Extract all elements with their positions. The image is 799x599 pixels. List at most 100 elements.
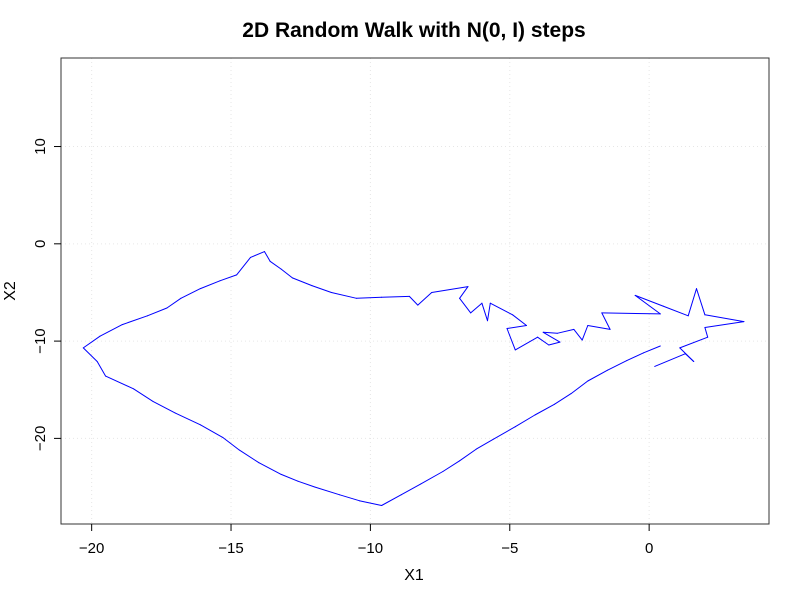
walk-step-segment (105, 375, 134, 390)
walk-step-segment (492, 426, 516, 440)
walk-path-group (82, 251, 745, 506)
walk-step-segment (236, 256, 251, 276)
walk-step-segment (96, 361, 107, 377)
y-axis-label: X2 (2, 281, 19, 301)
walk-step-segment (339, 494, 360, 502)
walk-step-segment (269, 260, 282, 270)
walk-step-segment (696, 288, 706, 316)
walk-step-segment (489, 302, 514, 316)
walk-step-segment (553, 393, 572, 405)
walk-step-segment (174, 412, 201, 426)
walk-step-segment (258, 462, 282, 475)
walk-step-segment (431, 286, 469, 293)
walk-step-segment (470, 302, 483, 314)
walk-step-segment (679, 347, 695, 362)
walk-step-segment (548, 341, 561, 346)
walk-step-segment (408, 295, 419, 306)
walk-step-segment (542, 331, 558, 334)
walk-step-segment (542, 331, 561, 343)
x-axis-ticks: −20 −15 −10 −5 0 (79, 524, 653, 557)
walk-step-segment (400, 483, 422, 496)
walk-step-segment (704, 314, 745, 323)
walk-step-segment (534, 403, 555, 416)
walk-step-segment (514, 336, 539, 351)
walk-step-segment (506, 325, 527, 329)
walk-step-segment (82, 335, 101, 349)
walk-step-segment (643, 345, 661, 354)
y-tick-label: 0 (32, 240, 49, 248)
walk-step-segment (330, 292, 357, 299)
walk-step-segment (199, 280, 221, 290)
walk-step-segment (311, 285, 332, 293)
walk-step-segment (417, 292, 433, 306)
walk-step-segment (570, 380, 589, 395)
walk-step-segment (280, 268, 293, 279)
walk-step-segment (121, 315, 148, 326)
walk-step-segment (601, 312, 661, 315)
walk-step-segment (420, 471, 444, 485)
walk-step-segment (264, 251, 271, 262)
walk-step-segment (581, 325, 589, 341)
walk-step-segment (573, 328, 583, 341)
walk-step-segment (146, 307, 168, 317)
walk-step-segment (634, 294, 664, 307)
walk-step-segment (250, 251, 265, 258)
walk-step-segment (626, 352, 645, 362)
walk-step-segment (634, 294, 661, 315)
x-tick-label: −10 (358, 540, 383, 557)
walk-step-segment (82, 347, 98, 362)
grid-lines (61, 58, 769, 524)
walk-step-segment (314, 486, 341, 496)
walk-step-segment (459, 448, 477, 462)
walk-step-segment (704, 321, 745, 328)
walk-step-segment (587, 325, 611, 330)
walk-step-segment (679, 336, 709, 349)
walk-step-segment (356, 296, 383, 299)
walk-step-segment (99, 324, 123, 337)
x-tick-label: 0 (645, 540, 653, 557)
y-tick-label: 10 (32, 138, 49, 155)
walk-step-segment (381, 494, 402, 506)
plot-frame (60, 57, 770, 525)
walk-step-segment (556, 328, 575, 334)
walk-step-segment (662, 305, 689, 317)
y-tick-label: −10 (32, 328, 49, 353)
walk-step-segment (687, 288, 697, 317)
walk-step-segment (459, 286, 469, 299)
walk-step-segment (601, 312, 611, 330)
walk-step-segment (219, 274, 238, 282)
walk-step-segment (133, 388, 154, 402)
walk-step-segment (587, 369, 608, 382)
walk-step-segment (238, 449, 260, 464)
walk-step-segment (475, 438, 494, 450)
walk-step-segment (442, 460, 461, 472)
walk-step-segment (506, 328, 516, 351)
walk-step-segment (180, 288, 201, 299)
walk-step-segment (514, 414, 536, 428)
walk-step-segment (459, 297, 472, 314)
walk-step-segment (358, 500, 383, 506)
walk-step-segment (381, 295, 410, 298)
chart-title: 2D Random Walk with N(0, I) steps (242, 19, 585, 42)
walk-step-segment (512, 314, 527, 326)
walk-step-segment (199, 424, 224, 438)
walk-step-segment (487, 302, 491, 322)
x-tick-label: −5 (501, 540, 518, 557)
walk-step-segment (704, 327, 709, 338)
walk-step-segment (481, 302, 488, 322)
y-axis-ticks: −20 −10 0 10 (32, 138, 61, 451)
walk-step-segment (222, 436, 240, 451)
walk-step-segment (606, 360, 628, 371)
walk-step-segment (280, 473, 299, 482)
x-tick-label: −15 (218, 540, 243, 557)
walk-step-segment (166, 297, 182, 309)
walk-step-segment (297, 480, 316, 488)
walk-step-segment (654, 353, 686, 367)
x-axis-label: X1 (404, 567, 424, 584)
x-tick-label: −20 (79, 540, 104, 557)
walk-step-segment (537, 336, 550, 346)
walk-step-segment (291, 277, 313, 287)
y-tick-label: −20 (32, 426, 49, 451)
walk-step-segment (152, 400, 176, 414)
